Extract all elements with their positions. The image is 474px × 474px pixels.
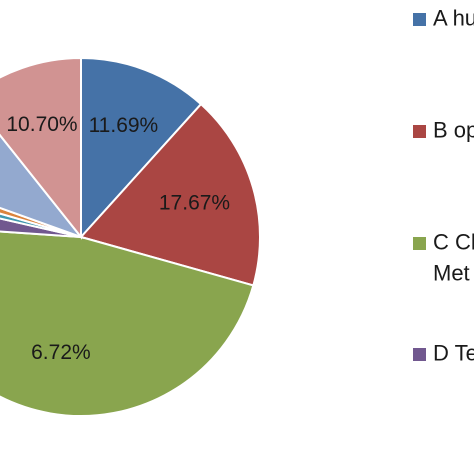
data-label-7: 10.70%: [6, 113, 77, 136]
legend-label-1: B op: [433, 117, 474, 142]
legend-marker-1: [413, 125, 426, 138]
legend-label-2-line-1: Met: [433, 260, 470, 285]
legend: A hu B op C Ch Met D Te: [413, 5, 474, 365]
pie-data-labels: 11.69% 17.67% 6.72% 10.70%: [6, 113, 230, 364]
pie-slice-7: [0, 56, 82, 240]
pie-slice-2: [0, 230, 255, 418]
pie-slice-0: [80, 56, 203, 240]
data-label-2: 6.72%: [31, 341, 91, 364]
data-label-1: 17.67%: [159, 192, 230, 215]
legend-marker-0: [413, 13, 426, 26]
legend-marker-3: [413, 348, 426, 361]
legend-marker-2: [413, 237, 426, 250]
legend-label-3: D Te: [433, 340, 474, 365]
legend-label-0: A hu: [433, 5, 474, 30]
pie-slices: [0, 56, 261, 418]
pie-slice-1: [79, 102, 261, 287]
legend-label-2: C Ch: [433, 229, 474, 254]
data-label-0: 11.69%: [89, 114, 159, 137]
